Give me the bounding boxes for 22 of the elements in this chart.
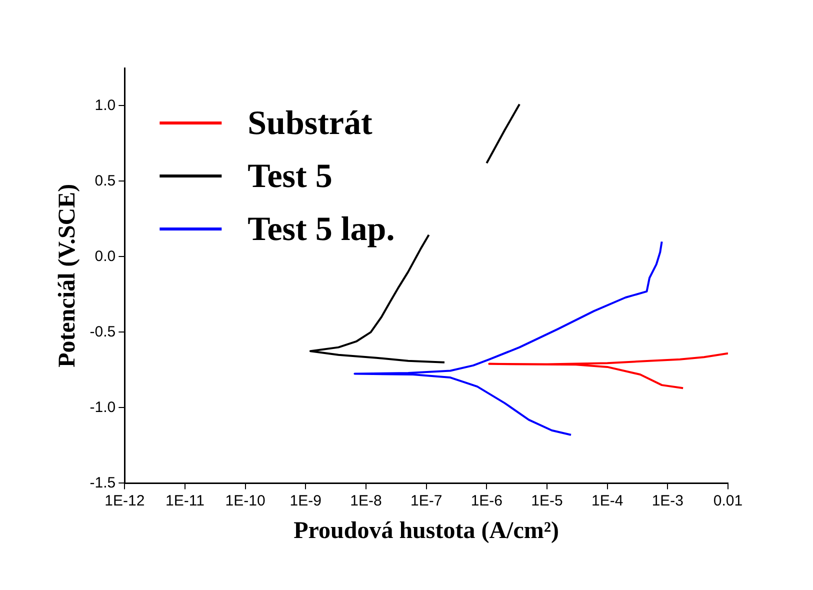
y-axis-title: Potenciál (V.SCE) bbox=[54, 184, 81, 368]
x-tick-label: 1E-12 bbox=[104, 492, 145, 510]
x-tick-label: 1E-11 bbox=[166, 492, 204, 510]
y-tick-label: -1.5 bbox=[90, 474, 116, 492]
x-tick-label: 1E-3 bbox=[652, 492, 684, 510]
x-tick-label: 1E-4 bbox=[591, 492, 624, 510]
x-tick-label: 1E-10 bbox=[225, 492, 266, 510]
x-tick-label: 1E-6 bbox=[470, 492, 503, 510]
y-tick-label: -0.5 bbox=[90, 323, 116, 340]
y-tick-label: 1.0 bbox=[94, 96, 116, 114]
legend-label: Test 5 bbox=[248, 158, 332, 195]
x-tick-label: 1E-9 bbox=[290, 492, 322, 510]
x-axis-title: Proudová hustota (A/cm²) bbox=[294, 518, 560, 544]
y-tick-label: -1.0 bbox=[90, 398, 116, 416]
x-tick-label: 0.01 bbox=[713, 492, 743, 510]
y-tick-label: 0.0 bbox=[94, 248, 116, 265]
legend-label: Substrát bbox=[248, 104, 374, 142]
y-tick-label: 0.5 bbox=[94, 172, 116, 190]
x-tick-label: 1E-8 bbox=[350, 492, 382, 510]
x-tick-label: 1E-5 bbox=[531, 492, 563, 510]
x-tick-label: 1E-7 bbox=[410, 492, 442, 510]
legend-label: Test 5 lap. bbox=[248, 210, 395, 248]
